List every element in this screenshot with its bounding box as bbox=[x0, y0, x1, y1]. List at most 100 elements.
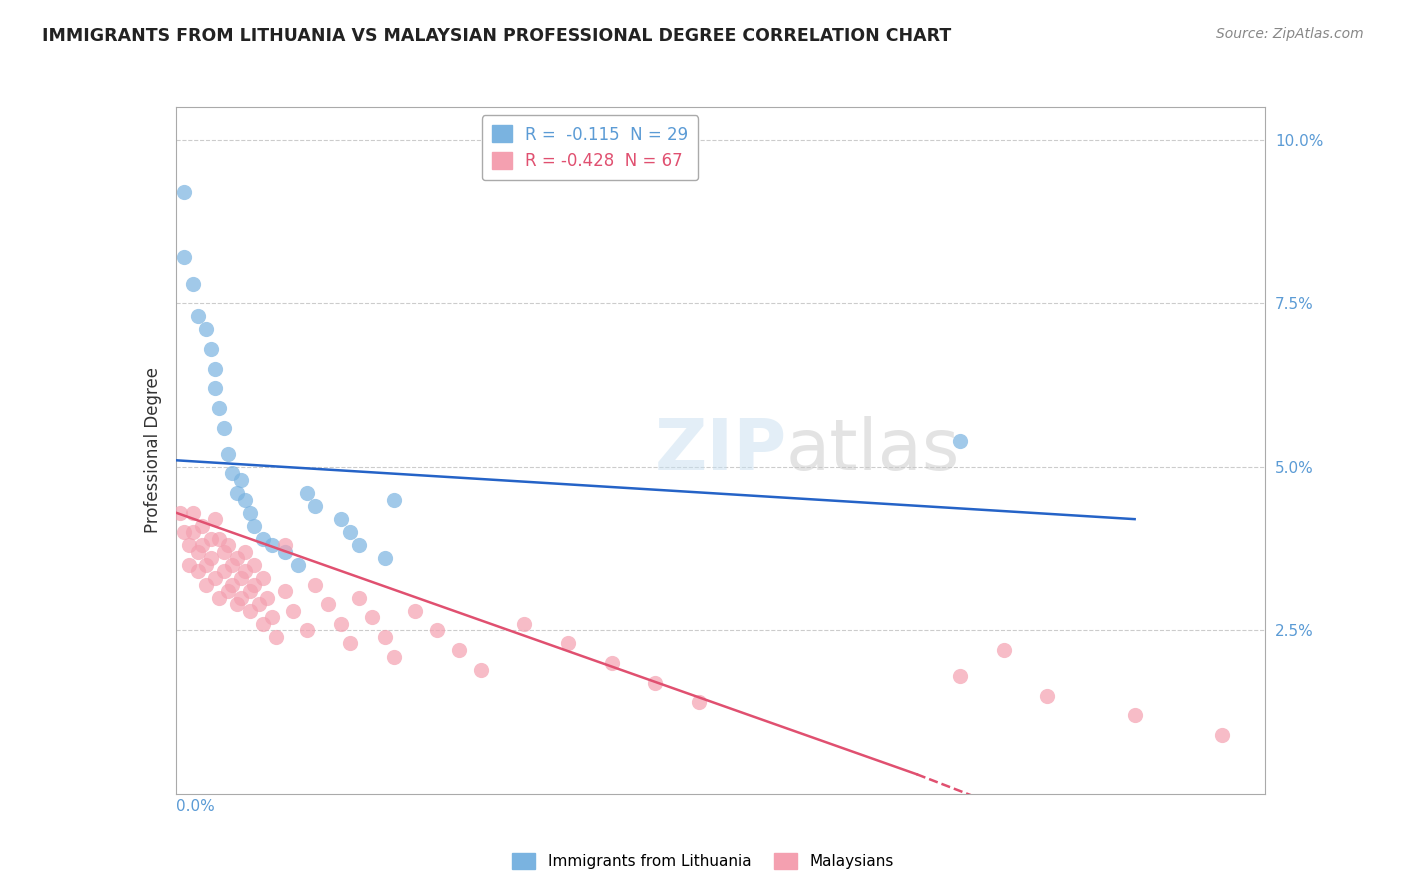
Point bbox=[318, 597, 340, 611]
Text: Source: ZipAtlas.com: Source: ZipAtlas.com bbox=[1216, 27, 1364, 41]
Point bbox=[295, 486, 318, 500]
Point bbox=[208, 401, 231, 415]
Text: 0.0%: 0.0% bbox=[176, 799, 215, 814]
Point bbox=[177, 558, 200, 572]
Point bbox=[212, 420, 235, 434]
Point bbox=[252, 532, 274, 546]
Point bbox=[557, 636, 579, 650]
Point bbox=[204, 571, 226, 585]
Point bbox=[217, 447, 239, 461]
Point bbox=[426, 624, 449, 638]
Point bbox=[470, 663, 492, 677]
Point bbox=[287, 558, 309, 572]
Point bbox=[181, 506, 204, 520]
Point bbox=[1123, 708, 1146, 723]
Point bbox=[1036, 689, 1059, 703]
Point bbox=[204, 381, 226, 395]
Point bbox=[347, 538, 370, 552]
Point bbox=[304, 499, 326, 513]
Point bbox=[405, 604, 427, 618]
Point bbox=[252, 616, 274, 631]
Point bbox=[295, 624, 318, 638]
Point bbox=[239, 604, 262, 618]
Point bbox=[173, 185, 195, 199]
Point bbox=[195, 322, 218, 336]
Point bbox=[200, 551, 222, 566]
Point bbox=[212, 545, 235, 559]
Point bbox=[195, 558, 218, 572]
Text: atlas: atlas bbox=[786, 416, 960, 485]
Point bbox=[231, 591, 253, 605]
Point bbox=[600, 656, 623, 670]
Point bbox=[208, 532, 231, 546]
Point bbox=[235, 545, 257, 559]
Point bbox=[181, 525, 204, 540]
Point bbox=[204, 361, 226, 376]
Point bbox=[169, 506, 191, 520]
Point bbox=[382, 492, 405, 507]
Point bbox=[204, 512, 226, 526]
Point bbox=[993, 643, 1015, 657]
Point bbox=[173, 525, 195, 540]
Point bbox=[256, 591, 278, 605]
Point bbox=[949, 434, 972, 448]
Point bbox=[221, 577, 243, 591]
Point bbox=[195, 577, 218, 591]
Point bbox=[347, 591, 370, 605]
Point bbox=[225, 597, 247, 611]
Point bbox=[283, 604, 305, 618]
Point bbox=[186, 565, 209, 579]
Point bbox=[330, 512, 353, 526]
Point bbox=[221, 558, 243, 572]
Text: ZIP: ZIP bbox=[654, 416, 787, 485]
Y-axis label: Professional Degree: Professional Degree bbox=[143, 368, 162, 533]
Point bbox=[447, 643, 470, 657]
Point bbox=[186, 545, 209, 559]
Point bbox=[231, 473, 253, 487]
Point bbox=[173, 251, 195, 265]
Point bbox=[235, 492, 257, 507]
Point bbox=[274, 545, 297, 559]
Point bbox=[243, 577, 266, 591]
Point bbox=[339, 636, 361, 650]
Point bbox=[252, 571, 274, 585]
Point bbox=[304, 577, 326, 591]
Point bbox=[374, 630, 396, 644]
Point bbox=[260, 538, 283, 552]
Point bbox=[225, 551, 247, 566]
Point bbox=[949, 669, 972, 683]
Point bbox=[231, 571, 253, 585]
Point bbox=[186, 310, 209, 324]
Point bbox=[382, 649, 405, 664]
Point bbox=[208, 591, 231, 605]
Point bbox=[243, 558, 266, 572]
Point bbox=[217, 584, 239, 599]
Point bbox=[225, 486, 247, 500]
Point bbox=[243, 518, 266, 533]
Point bbox=[191, 518, 214, 533]
Point bbox=[339, 525, 361, 540]
Point bbox=[274, 584, 297, 599]
Legend: R =  -0.115  N = 29, R = -0.428  N = 67: R = -0.115 N = 29, R = -0.428 N = 67 bbox=[482, 115, 697, 180]
Point bbox=[274, 538, 297, 552]
Point bbox=[235, 565, 257, 579]
Point bbox=[247, 597, 270, 611]
Text: IMMIGRANTS FROM LITHUANIA VS MALAYSIAN PROFESSIONAL DEGREE CORRELATION CHART: IMMIGRANTS FROM LITHUANIA VS MALAYSIAN P… bbox=[42, 27, 952, 45]
Point bbox=[217, 538, 239, 552]
Point bbox=[360, 610, 382, 624]
Point bbox=[260, 610, 283, 624]
Point bbox=[177, 538, 200, 552]
Point bbox=[644, 675, 666, 690]
Point bbox=[374, 551, 396, 566]
Point bbox=[239, 584, 262, 599]
Point bbox=[221, 467, 243, 481]
Point bbox=[212, 565, 235, 579]
Point bbox=[239, 506, 262, 520]
Point bbox=[513, 616, 536, 631]
Point bbox=[330, 616, 353, 631]
Point bbox=[688, 695, 710, 709]
Point bbox=[191, 538, 214, 552]
Point bbox=[200, 342, 222, 356]
Point bbox=[1211, 728, 1233, 742]
Point bbox=[264, 630, 287, 644]
